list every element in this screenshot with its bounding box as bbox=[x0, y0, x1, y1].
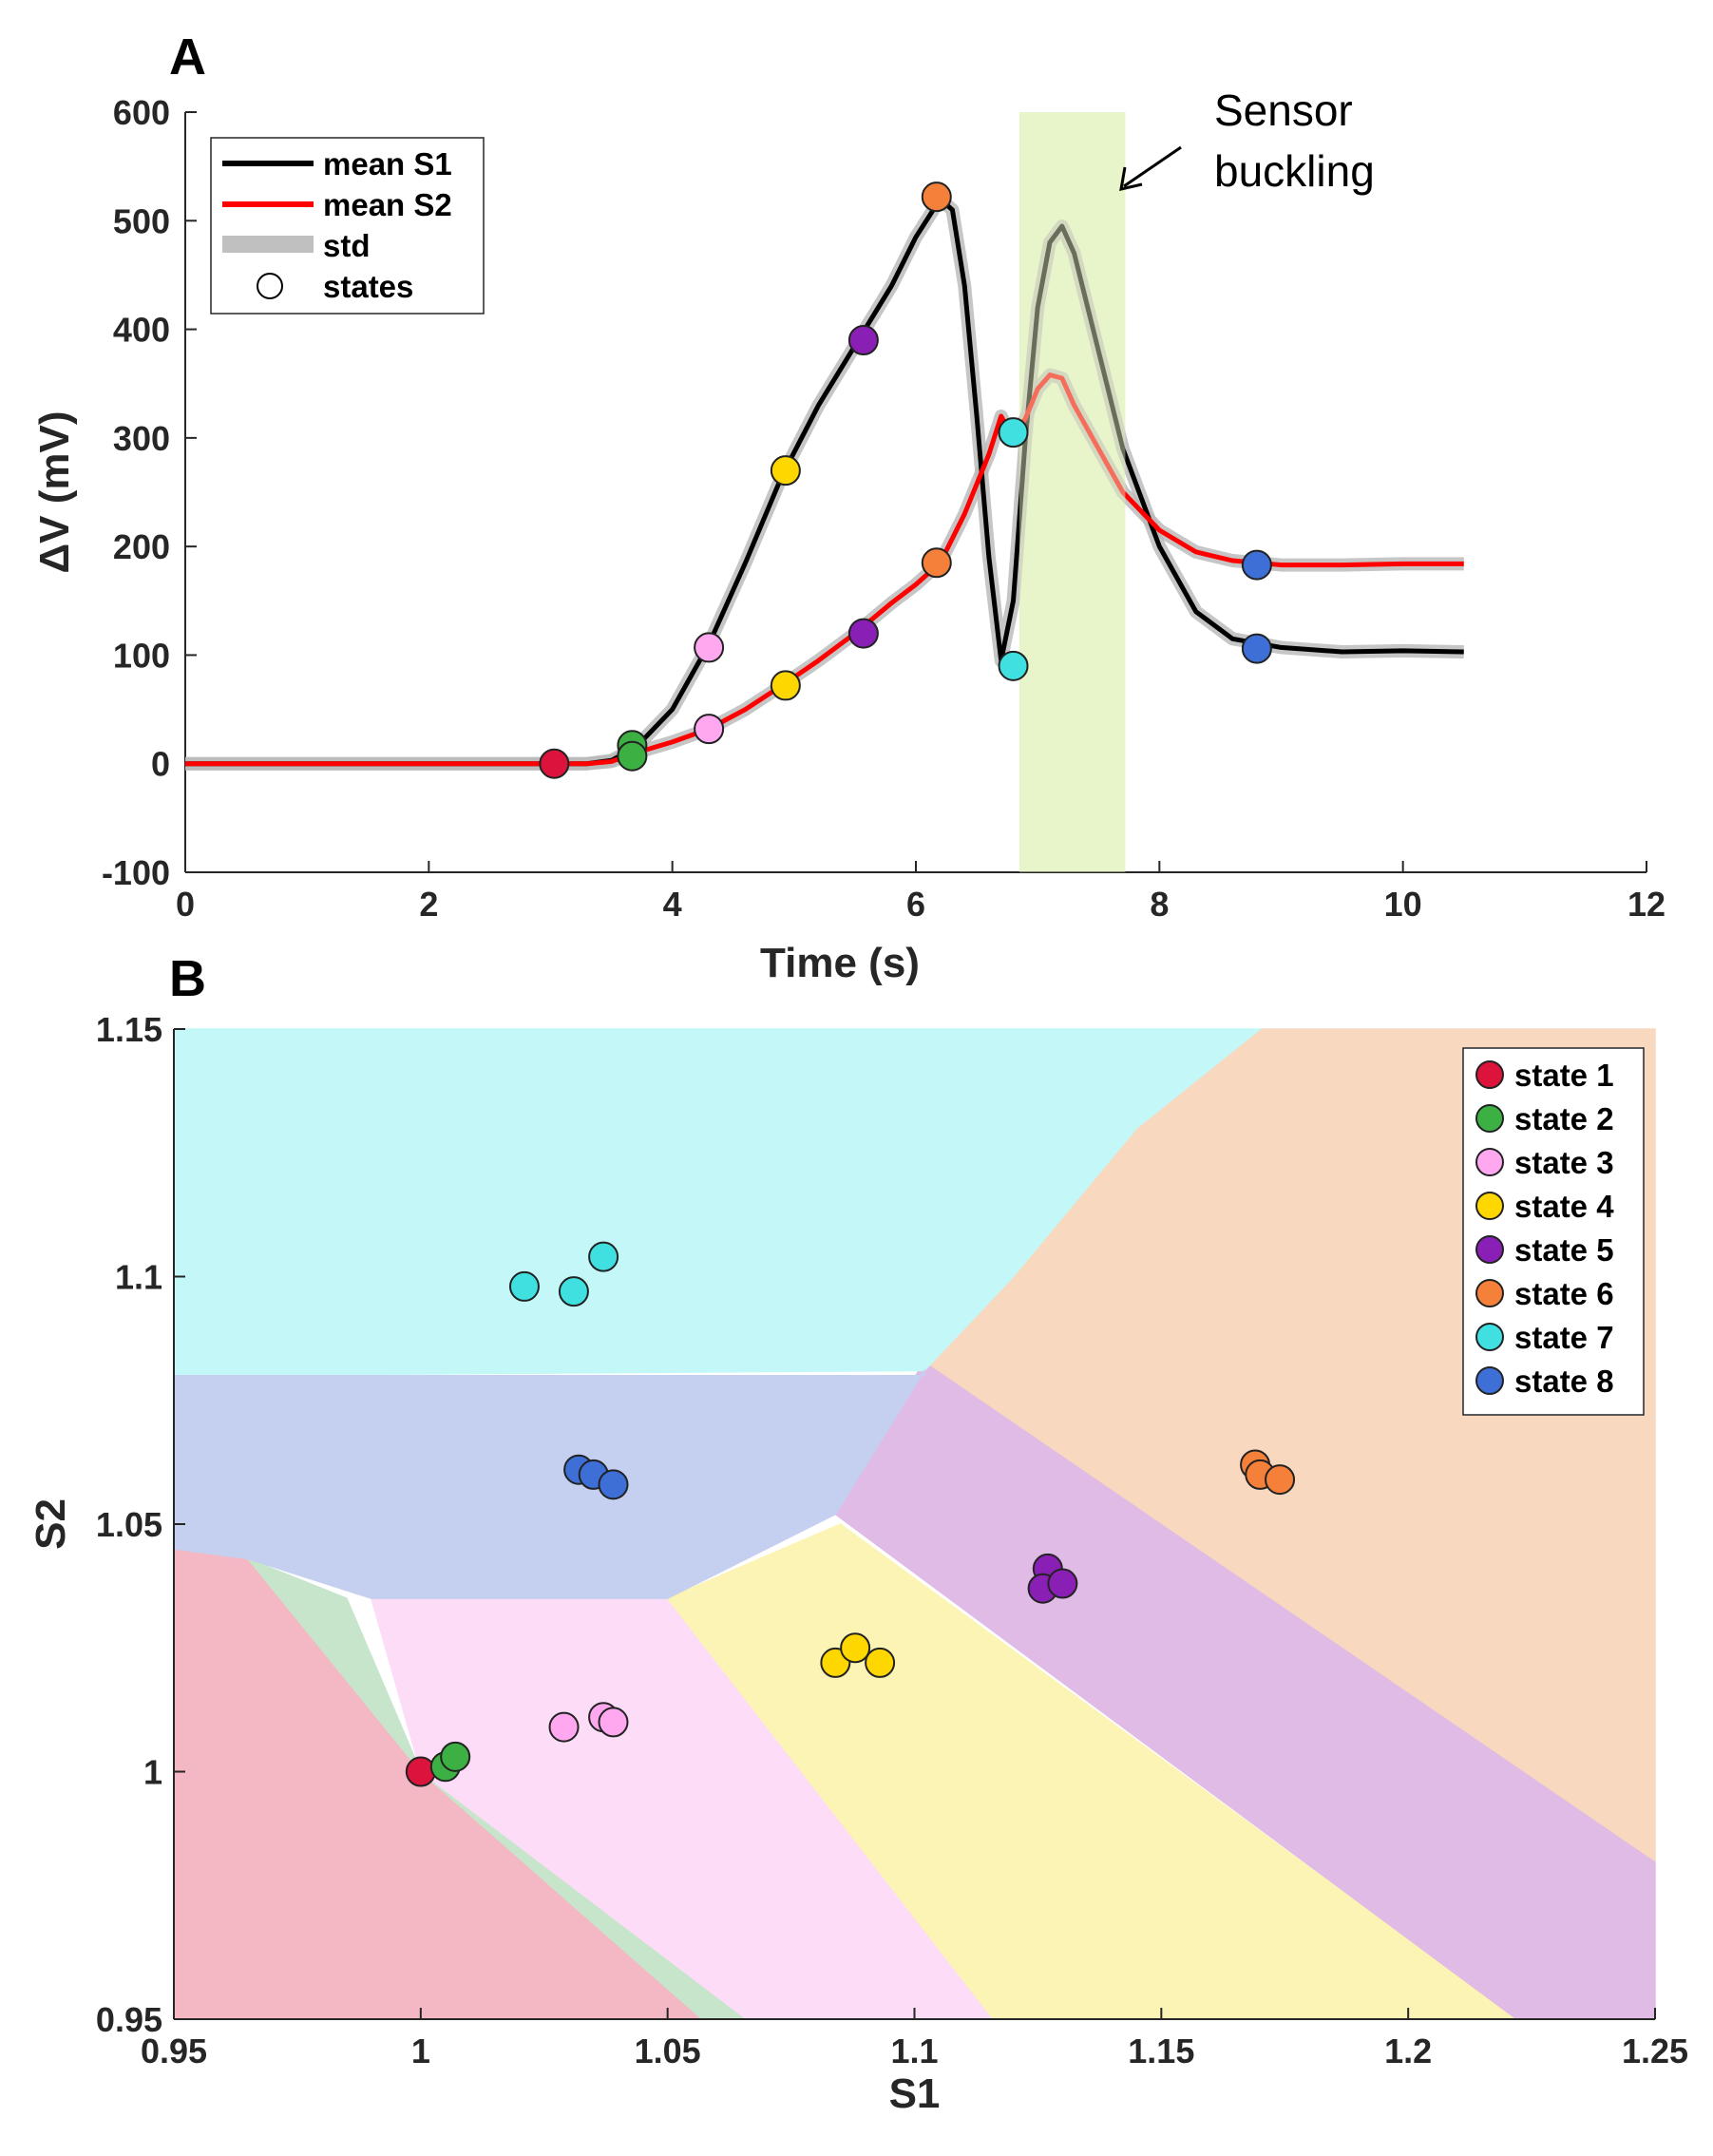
y-tick-label: 1.05 bbox=[96, 1505, 162, 1544]
panel-label-a: A bbox=[169, 29, 206, 86]
x-tick-label: 1.2 bbox=[1384, 2032, 1432, 2070]
y-tick-label: 300 bbox=[113, 419, 170, 458]
legend-label-states: states bbox=[323, 269, 413, 304]
annotation-buckling: buckling bbox=[1214, 146, 1375, 196]
x-tick-label: 1.1 bbox=[890, 2032, 938, 2070]
legend-swatch-state-5 bbox=[1475, 1235, 1504, 1264]
x-axis-title: Time (s) bbox=[760, 940, 920, 986]
y-tick-label: 1 bbox=[143, 1753, 162, 1792]
x-tick-label: 0.95 bbox=[141, 2032, 207, 2070]
legend-label-state-2: state 2 bbox=[1514, 1101, 1614, 1136]
x-tick-label: 4 bbox=[663, 885, 682, 924]
state-marker-1 bbox=[539, 748, 570, 779]
state-marker-4 bbox=[770, 455, 801, 487]
y-axis-title: ΔV (mV) bbox=[31, 411, 78, 574]
panel-b-legend: state 1 state 2 state 3 state 4 state 5 state… bbox=[1462, 1047, 1645, 1416]
state-marker-4 bbox=[770, 670, 801, 701]
point-state-2 bbox=[440, 1741, 471, 1772]
point-state-7 bbox=[508, 1270, 540, 1302]
y-tick-label: 1.1 bbox=[115, 1258, 162, 1297]
legend-label-state-5: state 5 bbox=[1514, 1232, 1614, 1268]
annotation-sensor: Sensor bbox=[1214, 86, 1353, 135]
y-tick-label: 100 bbox=[113, 636, 170, 675]
panel-a-state-markers bbox=[539, 181, 1272, 779]
y-tick-label: 200 bbox=[113, 527, 170, 566]
legend-swatch-state-7 bbox=[1475, 1323, 1504, 1351]
state-marker-5 bbox=[847, 325, 879, 355]
legend-swatch-state-3 bbox=[1475, 1148, 1504, 1176]
legend-swatch-state-6 bbox=[1475, 1279, 1504, 1307]
state-regions bbox=[173, 1028, 1656, 2020]
point-state-3 bbox=[548, 1711, 580, 1743]
y-tick-label: 400 bbox=[113, 311, 170, 350]
x-tick-label: 0 bbox=[176, 885, 195, 924]
legend-label-state-3: state 3 bbox=[1514, 1145, 1614, 1180]
legend-label-mean-s1: mean S1 bbox=[323, 146, 452, 181]
point-state-7 bbox=[588, 1241, 619, 1272]
legend-label-state-4: state 4 bbox=[1514, 1189, 1614, 1224]
legend-label-std: std bbox=[323, 228, 371, 263]
x-tick-label: 2 bbox=[419, 885, 438, 924]
region-state-8 bbox=[173, 1367, 925, 1599]
legend-label-state-8: state 8 bbox=[1514, 1364, 1614, 1399]
point-state-1 bbox=[405, 1756, 436, 1787]
legend-swatch-state-8 bbox=[1475, 1366, 1504, 1395]
state-marker-8 bbox=[1241, 549, 1272, 581]
x-tick-label: 1.25 bbox=[1622, 2032, 1688, 2070]
legend-label-state-1: state 1 bbox=[1514, 1058, 1614, 1093]
point-state-4 bbox=[865, 1647, 896, 1678]
x-tick-label: 1.15 bbox=[1128, 2032, 1194, 2070]
point-state-4 bbox=[840, 1632, 871, 1664]
point-state-6 bbox=[1265, 1464, 1296, 1496]
point-state-5 bbox=[1047, 1568, 1078, 1599]
state-marker-6 bbox=[921, 547, 952, 579]
y-tick-label: 0 bbox=[151, 745, 170, 784]
legend-label-mean-s2: mean S2 bbox=[323, 187, 452, 222]
legend-label-state-7: state 7 bbox=[1514, 1320, 1614, 1355]
state-marker-3 bbox=[694, 632, 725, 663]
panel-label-b: B bbox=[169, 950, 206, 1007]
legend-label-state-6: state 6 bbox=[1514, 1276, 1614, 1311]
state-marker-8 bbox=[1241, 633, 1272, 664]
legend-swatch-std bbox=[222, 236, 314, 253]
point-state-8 bbox=[598, 1469, 629, 1500]
buckling-overlay bbox=[1018, 112, 1126, 872]
x-tick-label: 8 bbox=[1150, 885, 1169, 924]
legend-swatch-state-4 bbox=[1475, 1192, 1504, 1220]
x-tick-label: 1 bbox=[411, 2032, 430, 2070]
x-axis-title: S1 bbox=[889, 2070, 941, 2117]
legend-swatch-state-1 bbox=[1475, 1060, 1504, 1089]
legend-swatch-states bbox=[257, 273, 283, 299]
y-tick-label: -100 bbox=[102, 853, 170, 892]
y-axis-title: S2 bbox=[28, 1498, 74, 1550]
x-tick-label: 10 bbox=[1384, 885, 1422, 924]
std-band-mean-s2 bbox=[185, 368, 1464, 771]
legend-box bbox=[210, 137, 485, 315]
legend-swatch-state-2 bbox=[1475, 1104, 1504, 1133]
panel-b-points bbox=[405, 1241, 1296, 1787]
state-marker-7 bbox=[998, 650, 1029, 681]
state-marker-3 bbox=[694, 714, 725, 745]
panel-a-legend: mean S1 mean S2 std states bbox=[210, 137, 485, 315]
y-tick-label: 600 bbox=[113, 93, 170, 132]
x-tick-label: 6 bbox=[906, 885, 925, 924]
state-marker-7 bbox=[998, 417, 1029, 448]
annotation-arrow-icon bbox=[1119, 145, 1182, 191]
state-marker-2 bbox=[617, 740, 648, 772]
y-tick-label: 0.95 bbox=[96, 2000, 162, 2039]
y-tick-label: 1.15 bbox=[96, 1010, 162, 1049]
x-tick-label: 1.05 bbox=[635, 2032, 701, 2070]
y-tick-label: 500 bbox=[113, 201, 170, 240]
state-marker-5 bbox=[847, 618, 879, 649]
point-state-7 bbox=[558, 1276, 589, 1307]
x-tick-label: 12 bbox=[1627, 885, 1665, 924]
state-marker-6 bbox=[921, 181, 952, 213]
panel-b-axes: 0.95 1 1.05 1.1 1.15 1.2 1.25 0.95 1 1.05 1.1 1.15 S… bbox=[28, 1010, 1688, 2117]
point-state-3 bbox=[598, 1707, 629, 1738]
